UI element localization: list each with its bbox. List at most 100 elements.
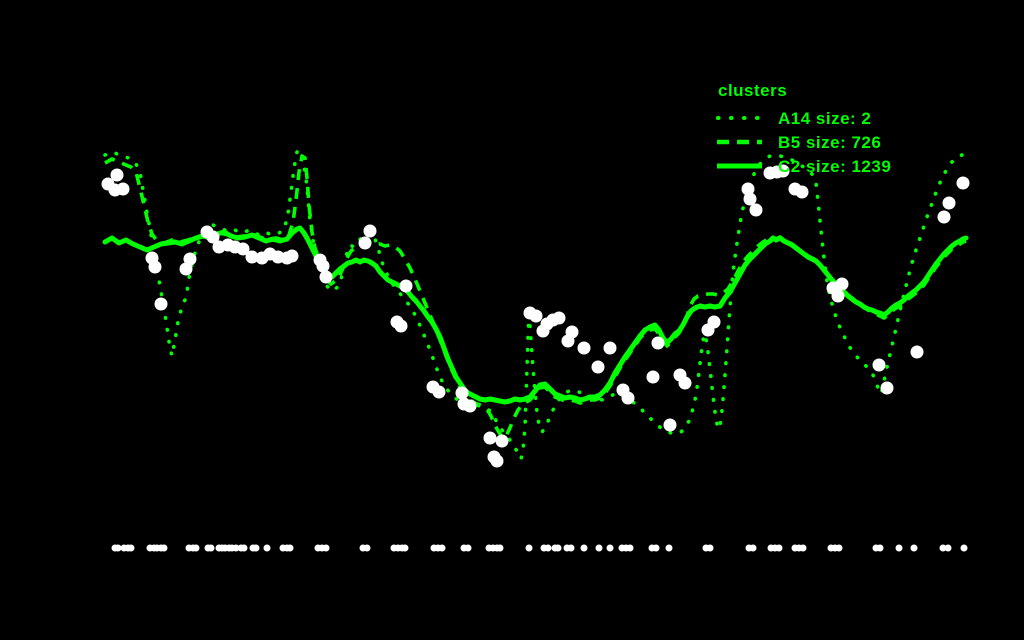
rug-point bbox=[626, 544, 634, 552]
scatter-point bbox=[646, 370, 660, 384]
rug-point bbox=[567, 544, 575, 552]
rug-point bbox=[263, 544, 271, 552]
rug-point bbox=[286, 544, 294, 552]
rug-point bbox=[464, 544, 472, 552]
rug-point bbox=[240, 544, 248, 552]
scatter-point bbox=[880, 381, 894, 395]
scatter-point bbox=[495, 434, 509, 448]
scatter-point bbox=[707, 315, 721, 329]
scatter-point bbox=[749, 203, 763, 217]
scatter-point bbox=[872, 358, 886, 372]
scatter-point bbox=[776, 164, 790, 178]
legend-item-label: C2 size: 1239 bbox=[778, 156, 892, 176]
scatter-point bbox=[743, 192, 757, 206]
rug-point bbox=[580, 544, 588, 552]
scatter-point bbox=[394, 319, 408, 333]
scatter-point bbox=[678, 376, 692, 390]
legend-item-label: A14 size: 2 bbox=[778, 108, 872, 128]
rug-point bbox=[876, 544, 884, 552]
scatter-point bbox=[319, 270, 333, 284]
scatter-point bbox=[463, 399, 477, 413]
scatter-point bbox=[956, 176, 970, 190]
rug-point bbox=[665, 544, 673, 552]
scatter-point bbox=[591, 360, 605, 374]
scatter-point bbox=[206, 230, 220, 244]
scatter-point bbox=[529, 309, 543, 323]
dashed-line-key-icon bbox=[716, 138, 762, 146]
scatter-point bbox=[663, 418, 677, 432]
rug-point bbox=[363, 544, 371, 552]
scatter-point bbox=[148, 260, 162, 274]
rug-point bbox=[706, 544, 714, 552]
rug-point bbox=[944, 544, 952, 552]
scatter-points-group bbox=[101, 164, 970, 468]
rug-point bbox=[252, 544, 260, 552]
rug-point bbox=[595, 544, 603, 552]
series-b5-dashed-line bbox=[104, 154, 967, 440]
scatter-point bbox=[363, 224, 377, 238]
rug-points-group bbox=[111, 544, 968, 552]
scatter-point bbox=[116, 182, 130, 196]
rug-point bbox=[160, 544, 168, 552]
scatter-point bbox=[577, 341, 591, 355]
legend-item-b5: B5 size: 726 bbox=[716, 130, 891, 154]
scatter-point bbox=[937, 210, 951, 224]
scatter-point bbox=[110, 168, 124, 182]
rug-point bbox=[127, 544, 135, 552]
legend-item-c2: C2 size: 1239 bbox=[716, 154, 891, 178]
rug-point bbox=[939, 544, 947, 552]
rug-point bbox=[544, 544, 552, 552]
rug-point bbox=[496, 544, 504, 552]
scatter-point bbox=[835, 277, 849, 291]
rug-point bbox=[114, 544, 122, 552]
scatter-point bbox=[651, 336, 665, 350]
rug-point bbox=[960, 544, 968, 552]
scatter-point bbox=[245, 250, 259, 264]
scatter-point bbox=[910, 345, 924, 359]
scatter-point bbox=[621, 391, 635, 405]
scatter-point bbox=[183, 252, 197, 266]
rug-point bbox=[652, 544, 660, 552]
scatter-point bbox=[236, 242, 250, 256]
rug-point bbox=[749, 544, 757, 552]
legend: clusters A14 size: 2 B5 size: 726 bbox=[716, 82, 891, 178]
rug-point bbox=[775, 544, 783, 552]
scatter-point bbox=[154, 297, 168, 311]
scatter-point bbox=[455, 386, 469, 400]
series-c2-solid-line bbox=[102, 225, 969, 405]
rug-point bbox=[232, 544, 240, 552]
scatter-point bbox=[483, 431, 497, 445]
rug-point bbox=[895, 544, 903, 552]
cluster-series-lines bbox=[102, 148, 969, 461]
scatter-point bbox=[603, 341, 617, 355]
rug-point bbox=[438, 544, 446, 552]
rug-point bbox=[207, 544, 215, 552]
scatter-point bbox=[831, 289, 845, 303]
rug-point bbox=[606, 544, 614, 552]
scatter-point bbox=[316, 259, 330, 273]
rug-point bbox=[554, 544, 562, 552]
rug-point bbox=[525, 544, 533, 552]
scatter-point bbox=[741, 182, 755, 196]
scatter-point bbox=[942, 196, 956, 210]
scatter-point bbox=[795, 185, 809, 199]
scatter-point bbox=[490, 454, 504, 468]
rug-point bbox=[910, 544, 918, 552]
scatter-point bbox=[432, 385, 446, 399]
legend-item-a14: A14 size: 2 bbox=[716, 106, 891, 130]
scatter-point bbox=[285, 249, 299, 263]
rug-point bbox=[799, 544, 807, 552]
scatter-point bbox=[399, 279, 413, 293]
rug-point bbox=[401, 544, 409, 552]
solid-line-key-icon bbox=[716, 162, 762, 170]
series-a14-dotted-line bbox=[103, 148, 964, 461]
rug-point bbox=[835, 544, 843, 552]
rug-point bbox=[192, 544, 200, 552]
scatter-point bbox=[179, 262, 193, 276]
legend-item-label: B5 size: 726 bbox=[778, 132, 882, 152]
legend-title: clusters bbox=[718, 81, 788, 100]
scatter-point bbox=[565, 325, 579, 339]
rug-point bbox=[322, 544, 330, 552]
